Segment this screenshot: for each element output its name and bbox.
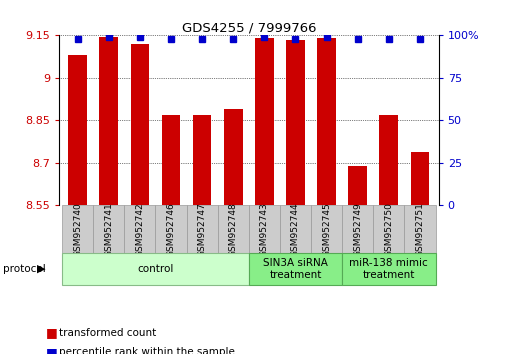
Bar — [68, 55, 87, 205]
Bar — [380, 115, 398, 205]
Bar — [124, 205, 155, 253]
Bar — [155, 205, 187, 253]
Text: protocol: protocol — [3, 264, 45, 274]
Bar — [100, 37, 118, 205]
Text: GSM952742: GSM952742 — [135, 202, 144, 257]
Text: GSM952743: GSM952743 — [260, 202, 269, 257]
Bar — [404, 205, 436, 253]
Text: GSM952750: GSM952750 — [384, 202, 393, 257]
Text: GSM952746: GSM952746 — [167, 202, 175, 257]
Text: GSM952748: GSM952748 — [229, 202, 238, 257]
Text: GSM952747: GSM952747 — [198, 202, 207, 257]
Text: control: control — [137, 264, 173, 274]
Bar — [249, 205, 280, 253]
Bar — [224, 109, 243, 205]
Text: GSM952751: GSM952751 — [416, 202, 424, 257]
Bar — [311, 205, 342, 253]
Text: ■: ■ — [46, 346, 58, 354]
Bar — [62, 253, 249, 285]
Text: percentile rank within the sample: percentile rank within the sample — [59, 347, 235, 354]
Text: GSM952745: GSM952745 — [322, 202, 331, 257]
Bar — [280, 205, 311, 253]
Text: GSM952740: GSM952740 — [73, 202, 82, 257]
Bar — [348, 166, 367, 205]
Bar — [93, 205, 124, 253]
Bar — [410, 152, 429, 205]
Bar — [373, 205, 404, 253]
Text: GSM952741: GSM952741 — [104, 202, 113, 257]
Bar — [187, 205, 218, 253]
Bar — [218, 205, 249, 253]
Text: ▶: ▶ — [37, 264, 46, 274]
Text: transformed count: transformed count — [59, 328, 156, 338]
Text: miR-138 mimic
treatment: miR-138 mimic treatment — [349, 258, 428, 280]
Bar — [62, 205, 93, 253]
Bar — [249, 253, 342, 285]
Text: SIN3A siRNA
treatment: SIN3A siRNA treatment — [263, 258, 328, 280]
Bar — [131, 44, 149, 205]
Bar — [193, 115, 211, 205]
Title: GDS4255 / 7999766: GDS4255 / 7999766 — [182, 21, 316, 34]
Bar — [317, 38, 336, 205]
Text: ■: ■ — [46, 326, 58, 339]
Bar — [342, 205, 373, 253]
Text: GSM952744: GSM952744 — [291, 202, 300, 257]
Text: GSM952749: GSM952749 — [353, 202, 362, 257]
Bar — [255, 38, 274, 205]
Bar — [286, 40, 305, 205]
Bar — [342, 253, 436, 285]
Bar — [162, 115, 181, 205]
